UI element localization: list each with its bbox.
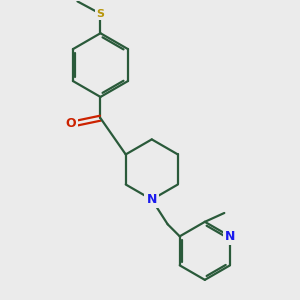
Text: N: N bbox=[147, 193, 157, 206]
Text: O: O bbox=[65, 117, 76, 130]
Text: S: S bbox=[97, 9, 104, 19]
Text: N: N bbox=[225, 230, 235, 243]
